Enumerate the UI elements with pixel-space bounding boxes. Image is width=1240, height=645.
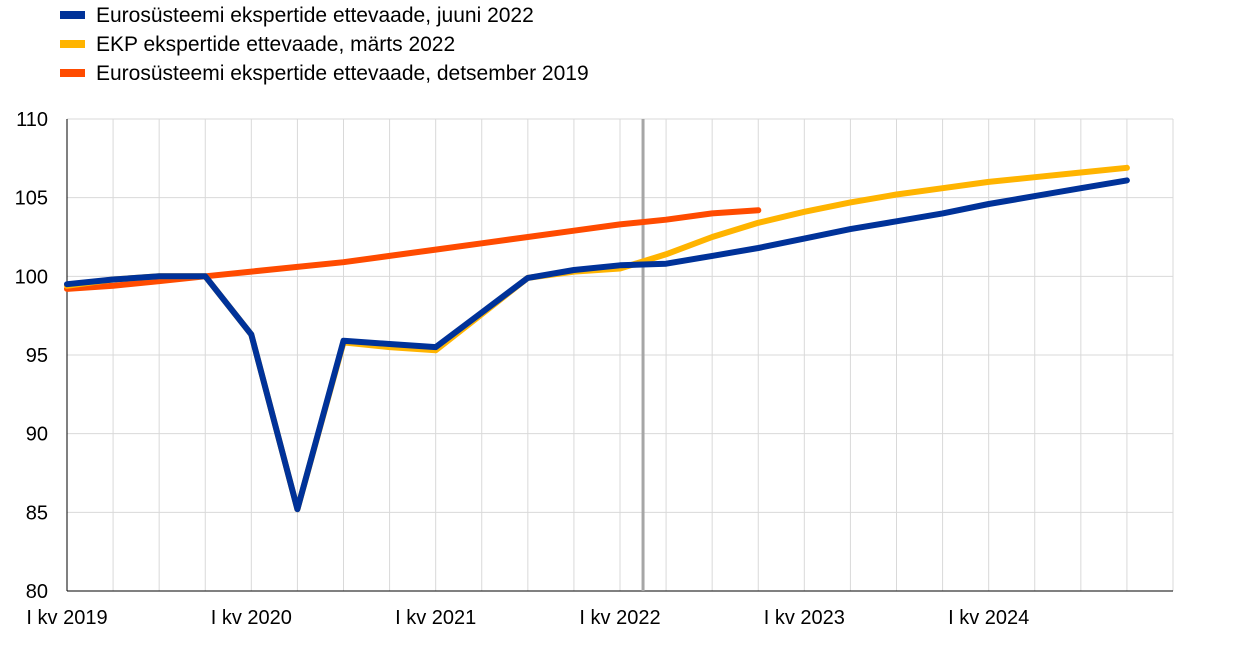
legend-label-1: Eurosüsteemi ekspertide ettevaade, juuni… bbox=[96, 4, 534, 27]
legend-swatch-1 bbox=[60, 11, 85, 19]
y-tick-label: 100 bbox=[15, 266, 48, 288]
x-axis: I kv 2019 I kv 2020 I kv 2021 I kv 2022 I kv… bbox=[26, 590, 1173, 629]
y-tick-label: 85 bbox=[26, 502, 48, 524]
series-line-2 bbox=[64, 164, 1130, 513]
gridlines bbox=[66, 118, 1174, 592]
series-line-1 bbox=[64, 177, 1130, 513]
x-tick-label: I kv 2022 bbox=[579, 607, 660, 629]
legend-swatch-2 bbox=[60, 40, 85, 48]
x-tick-label: I kv 2019 bbox=[26, 607, 107, 629]
y-tick-label: 110 bbox=[16, 109, 48, 131]
y-tick-label: 105 bbox=[15, 188, 48, 210]
legend: Eurosüsteemi ekspertide ettevaade, juuni… bbox=[60, 4, 589, 85]
y-tick-label: 80 bbox=[26, 581, 48, 603]
series-lines bbox=[64, 164, 1130, 513]
legend-label-2: EKP ekspertide ettevaade, märts 2022 bbox=[96, 33, 455, 56]
x-tick-label: I kv 2024 bbox=[948, 607, 1029, 629]
x-tick-label: I kv 2021 bbox=[395, 607, 476, 629]
legend-swatch-3 bbox=[60, 69, 85, 77]
x-tick-label: I kv 2020 bbox=[211, 607, 292, 629]
y-axis: 80 85 90 95 100 105 110 bbox=[15, 109, 68, 603]
y-tick-label: 90 bbox=[26, 424, 48, 446]
x-tick-label: I kv 2023 bbox=[764, 607, 845, 629]
y-tick-label: 95 bbox=[26, 345, 48, 367]
legend-label-3: Eurosüsteemi ekspertide ettevaade, detse… bbox=[96, 62, 589, 85]
